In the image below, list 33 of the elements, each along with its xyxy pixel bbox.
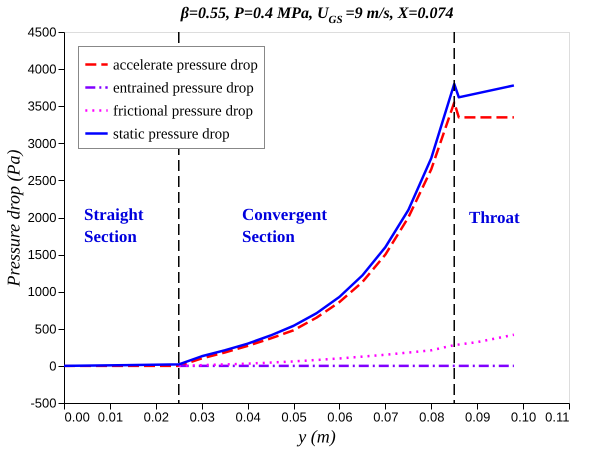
x-tick-label: 0.00 [64,410,90,424]
x-tick-label: 0.07 [373,410,399,424]
annotation: Convergent Section [242,205,328,246]
y-tick-label: 4500 [28,24,56,40]
y-tick-label: 1500 [28,247,56,262]
legend-label: entrained pressure drop [113,80,254,96]
x-tick-label: 0.04 [235,410,261,424]
y-tick-label: 1000 [28,284,56,300]
y-tick-label: 4000 [28,62,56,77]
y-tick-label: 3000 [28,136,56,151]
legend-label: frictional pressure drop [113,104,253,120]
x-tick-label: 0.01 [98,410,124,424]
y-axis-title: Pressure drop (Pa) [4,150,24,288]
x-tick-label: 0.03 [190,410,215,424]
x-tick-label: 0.06 [327,410,353,424]
x-tick-label: 0.10 [510,410,536,424]
x-tick-label: 0.02 [144,410,169,424]
y-tick-label: 500 [34,321,56,336]
x-tick-label: 0.11 [545,410,570,424]
line-series [178,333,516,368]
y-tick-label: 2500 [28,172,56,188]
legend-label: static pressure drop [113,126,230,142]
annotation: Throat [469,208,520,227]
y-tick-label: 3500 [28,98,56,114]
annotation: Straight Section [84,205,144,246]
legend-label: accelerate pressure drop [113,58,258,74]
y-tick-label: 0 [49,358,56,374]
x-tick-label: 0.05 [281,410,307,424]
y-tick-label: 2000 [28,210,56,225]
x-tick-label: 0.08 [419,410,444,424]
y-tick-label: -500 [30,396,56,410]
x-tick-label: 0.09 [465,410,490,424]
x-axis-title: y (m) [296,426,336,446]
